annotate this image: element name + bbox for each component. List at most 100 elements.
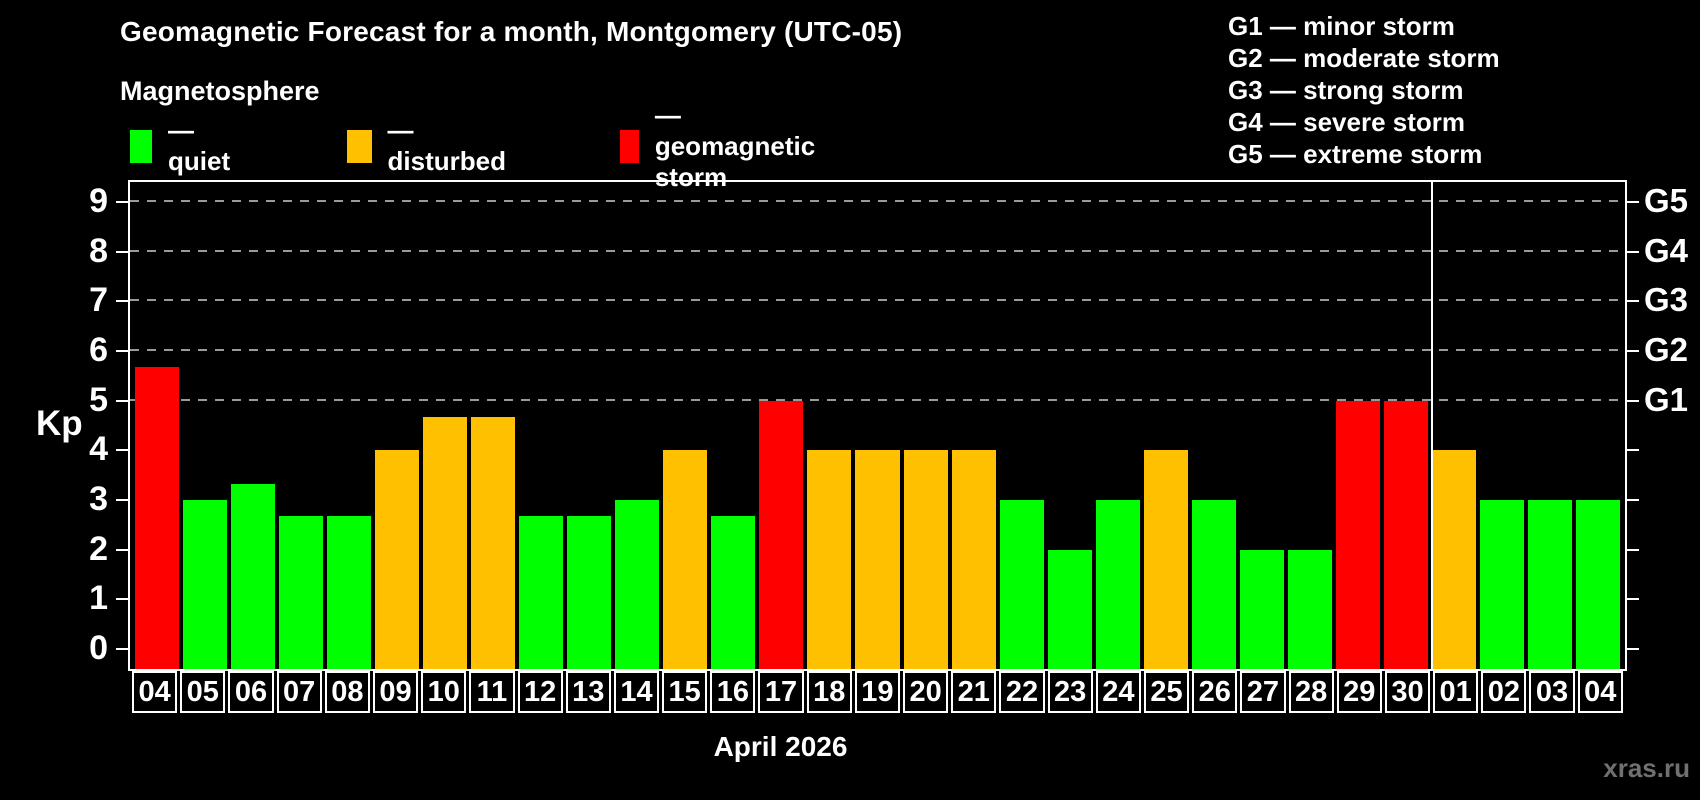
kp-bar-28-quiet — [1287, 549, 1332, 669]
right-tick-8 — [1626, 250, 1639, 253]
y-tick-label-1: 1 — [89, 579, 108, 618]
kp-bar-08-quiet — [327, 516, 372, 669]
day-label-15: 15 — [662, 671, 708, 713]
kp-bar-03-quiet — [1527, 500, 1572, 669]
day-label-17: 17 — [758, 671, 804, 713]
left-tick-3 — [116, 499, 129, 502]
day-label-29: 29 — [1336, 671, 1382, 713]
gridline-kp-7 — [130, 299, 1625, 302]
kp-bar-10-disturbed — [423, 417, 468, 669]
day-label-10: 10 — [421, 671, 467, 713]
g-legend-line: G5 — extreme storm — [1228, 139, 1483, 169]
day-label-12: 12 — [517, 671, 563, 713]
day-label-07: 07 — [276, 671, 322, 713]
kp-bar-29-storm — [1335, 400, 1380, 669]
legend-label-disturbed: — disturbed — [387, 115, 506, 176]
kp-bar-07-quiet — [279, 516, 324, 669]
day-label-03: 03 — [1529, 671, 1575, 713]
day-label-21: 21 — [951, 671, 997, 713]
kp-bar-02-quiet — [1479, 500, 1524, 669]
gridline-kp-6 — [130, 348, 1625, 351]
y-tick-label-9: 9 — [89, 181, 108, 220]
day-label-26: 26 — [1192, 671, 1238, 713]
day-label-02: 02 — [1481, 671, 1527, 713]
left-tick-7 — [116, 300, 129, 303]
day-label-25: 25 — [1143, 671, 1190, 713]
left-tick-1 — [116, 598, 129, 601]
day-label-23: 23 — [1047, 671, 1093, 713]
day-label-05: 05 — [180, 671, 226, 713]
y-tick-label-0: 0 — [89, 629, 108, 668]
kp-bar-23-quiet — [1047, 549, 1092, 669]
legend-label-quiet: — quiet — [168, 115, 231, 176]
kp-bar-30-storm — [1383, 400, 1428, 669]
kp-bar-26-quiet — [1191, 500, 1236, 669]
g-legend-line: G4 — severe storm — [1228, 107, 1466, 137]
right-tick-3 — [1626, 499, 1639, 502]
y-tick-label-2: 2 — [89, 529, 108, 568]
day-label-08: 08 — [324, 671, 370, 713]
day-label-18: 18 — [806, 671, 852, 713]
right-tick-6 — [1626, 349, 1639, 352]
g-legend-line: G3 — strong storm — [1228, 75, 1464, 105]
kp-bar-12-quiet — [519, 516, 564, 669]
kp-bar-19-disturbed — [855, 450, 900, 669]
day-label-06: 06 — [228, 671, 274, 713]
y-tick-label-4: 4 — [89, 430, 108, 469]
g-legend-line: G2 — moderate storm — [1228, 43, 1500, 73]
kp-bar-27-quiet — [1239, 549, 1284, 669]
legend-label-storm: — geomagnetic storm — [654, 99, 816, 192]
day-label-09: 09 — [372, 671, 419, 713]
y-tick-label-8: 8 — [89, 231, 108, 270]
right-tick-2 — [1626, 548, 1639, 551]
gridline-kp-5 — [130, 398, 1625, 401]
day-label-04: 04 — [1577, 671, 1623, 713]
gridlines-layer — [130, 182, 1625, 669]
right-tick-1 — [1626, 598, 1639, 601]
day-label-28: 28 — [1288, 671, 1334, 713]
right-tick-5 — [1626, 399, 1639, 402]
day-label-01: 01 — [1433, 671, 1479, 713]
g-tick-label-G3: G3 — [1644, 281, 1689, 319]
day-label-30: 30 — [1384, 671, 1431, 713]
day-label-20: 20 — [903, 671, 949, 713]
kp-bar-06-quiet — [231, 483, 276, 669]
y-tick-label-5: 5 — [89, 380, 108, 419]
right-tick-7 — [1626, 300, 1639, 303]
kp-bar-04-storm — [135, 367, 180, 669]
quiet-swatch-icon — [130, 129, 153, 163]
kp-bar-21-disturbed — [951, 450, 996, 669]
kp-bar-15-disturbed — [663, 450, 708, 669]
kp-bar-14-quiet — [615, 500, 660, 669]
chart-subtitle: Magnetosphere — [120, 76, 320, 106]
g-tick-label-G4: G4 — [1644, 231, 1689, 269]
kp-bar-05-quiet — [183, 500, 228, 669]
kp-bar-22-quiet — [999, 500, 1044, 669]
g-tick-label-G2: G2 — [1644, 330, 1689, 368]
left-tick-2 — [116, 548, 129, 551]
day-label-04: 04 — [132, 671, 178, 713]
kp-bar-13-quiet — [567, 516, 612, 669]
kp-bar-01-disturbed — [1431, 450, 1476, 669]
kp-bar-16-quiet — [711, 516, 756, 669]
left-tick-0 — [116, 648, 129, 651]
left-tick-8 — [116, 250, 129, 253]
kp-bars-layer — [130, 182, 1625, 669]
page-title: Geomagnetic Forecast for a month, Montgo… — [120, 16, 903, 47]
day-label-22: 22 — [999, 671, 1045, 713]
left-tick-9 — [116, 200, 129, 203]
g-scale-legend: G1 — minor storm G2 — moderate storm G3 … — [1228, 10, 1500, 170]
right-tick-9 — [1626, 200, 1639, 203]
kp-bar-17-storm — [759, 400, 804, 669]
day-label-19: 19 — [854, 671, 900, 713]
disturbed-swatch-icon — [347, 129, 372, 163]
kp-bar-20-disturbed — [903, 450, 948, 669]
storm-swatch-icon — [620, 129, 639, 163]
legend-item-storm: — geomagnetic storm — [620, 100, 826, 192]
legend-item-quiet: — quiet — [130, 115, 238, 176]
x-axis-day-labels: 04 05 06 07 08 09 10 11 12 13 14 15 16 17 18 19 20 21 22 23… — [130, 671, 1625, 713]
gridline-kp-8 — [130, 249, 1625, 252]
day-label-16: 16 — [710, 671, 756, 713]
day-label-13: 13 — [565, 671, 611, 713]
